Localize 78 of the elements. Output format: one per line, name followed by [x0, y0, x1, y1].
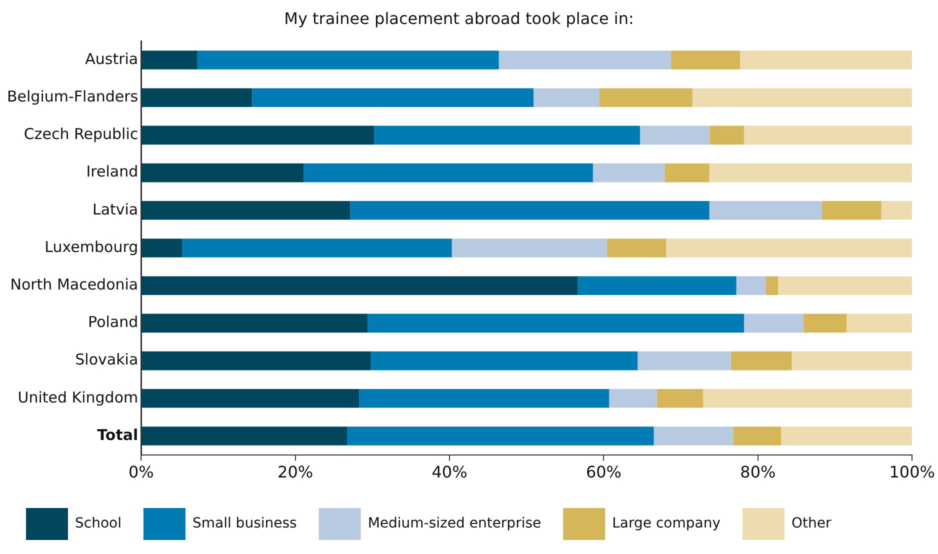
bar: [730, 351, 792, 370]
bar: [142, 276, 578, 295]
bar: [709, 126, 744, 145]
legend-label: Other: [791, 516, 832, 532]
y-tick-label: Czech Republic: [24, 125, 138, 144]
bar: [740, 50, 912, 70]
y-tick-label: United Kingdom: [18, 388, 138, 406]
bar: [792, 351, 912, 370]
bar: [142, 50, 198, 70]
x-tick-label: 0%: [128, 462, 154, 482]
bar: [744, 314, 804, 333]
bar: [142, 426, 347, 446]
bar: [733, 426, 782, 446]
x-tick-label: 100%: [889, 462, 936, 482]
bar: [142, 126, 374, 145]
bar: [670, 50, 740, 70]
bar: [881, 201, 912, 220]
bar: [778, 276, 912, 295]
bar: [182, 238, 452, 258]
x-tick-label: 40%: [432, 462, 468, 482]
bar: [736, 276, 766, 295]
y-tick-label: Poland: [88, 313, 138, 332]
bar: [142, 389, 360, 408]
bar: [781, 426, 912, 446]
bar: [592, 163, 665, 182]
legend-label: School: [75, 516, 122, 532]
bar: [452, 238, 607, 258]
bar: [346, 426, 654, 446]
chart-title: My trainee placement abroad took place in:: [284, 8, 634, 28]
y-tick-label: Belgium-Flanders: [6, 87, 138, 106]
bar: [606, 238, 666, 258]
bar: [666, 238, 912, 258]
bar: [692, 88, 912, 107]
y-tick-label: Austria: [85, 50, 138, 68]
x-tick-label: 60%: [586, 462, 622, 482]
bar: [359, 389, 610, 408]
bar: [744, 126, 912, 145]
bar: [803, 314, 847, 333]
bar: [703, 389, 912, 408]
bar: [640, 126, 710, 145]
bar: [599, 88, 692, 107]
bar: [656, 389, 704, 408]
bar: [822, 201, 882, 220]
y-tick-label: Luxembourg: [44, 238, 138, 256]
bar: [142, 201, 350, 220]
bar: [142, 163, 304, 182]
bar: [709, 201, 822, 220]
bar: [664, 163, 710, 182]
y-tick-label: Ireland: [86, 162, 138, 181]
bar: [609, 389, 657, 408]
bar: [709, 163, 912, 182]
bar: [142, 351, 371, 370]
bar: [534, 88, 600, 107]
legend-label: Small business: [192, 516, 297, 532]
bar: [197, 50, 499, 70]
y-tick-label: Total: [97, 426, 138, 444]
bar: [350, 201, 710, 220]
y-tick-label: Slovakia: [75, 350, 138, 369]
bar: [370, 351, 638, 370]
bar: [846, 314, 912, 333]
y-tick-label: Latvia: [92, 200, 138, 218]
x-tick-label: 80%: [740, 462, 776, 482]
y-tick-label: North Macedonia: [10, 275, 138, 294]
bar: [766, 276, 778, 295]
x-tick-label: 20%: [278, 462, 314, 482]
bar: [142, 238, 182, 258]
bar: [252, 88, 534, 107]
legend-label: Medium-sized enterprise: [368, 516, 542, 532]
bar: [654, 426, 734, 446]
bar: [368, 314, 744, 333]
bar: [304, 163, 593, 182]
bar: [142, 88, 252, 107]
bar: [142, 314, 368, 333]
bar: [638, 351, 731, 370]
legend-label: Large company: [612, 516, 720, 532]
bar: [498, 50, 671, 70]
bar: [374, 126, 640, 145]
bar: [578, 276, 736, 295]
